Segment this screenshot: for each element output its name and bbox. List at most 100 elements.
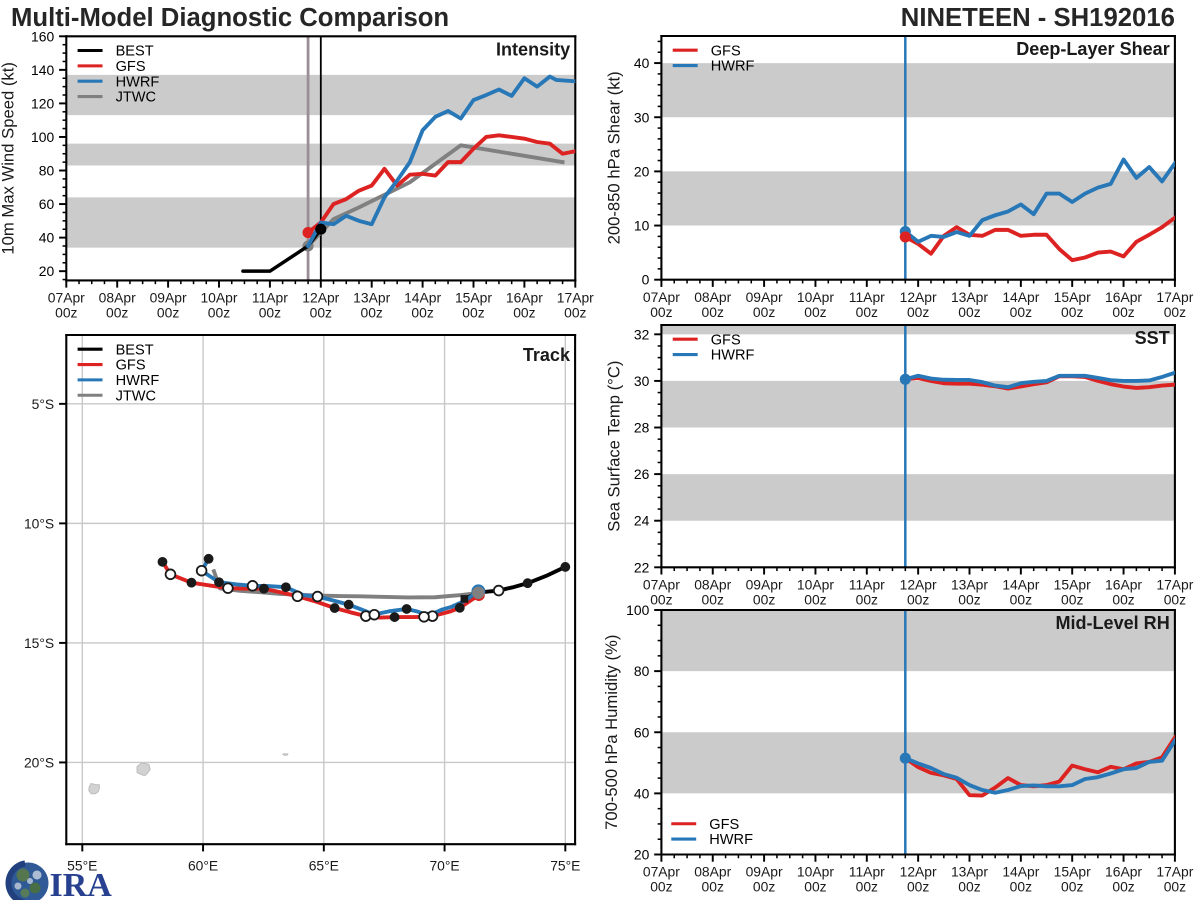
svg-text:100: 100 (626, 602, 649, 618)
svg-text:20°S: 20°S (24, 754, 54, 770)
svg-text:55°E: 55°E (67, 858, 97, 874)
svg-text:GFS: GFS (116, 59, 146, 75)
svg-text:20: 20 (39, 263, 55, 279)
svg-text:14Apr: 14Apr (1002, 864, 1039, 880)
svg-text:60: 60 (634, 724, 650, 740)
svg-text:10Apr: 10Apr (797, 576, 834, 592)
svg-text:00z: 00z (411, 305, 433, 321)
svg-text:10m Max Wind Speed (kt): 10m Max Wind Speed (kt) (0, 62, 18, 255)
svg-text:15Apr: 15Apr (455, 290, 492, 306)
svg-text:Deep-Layer Shear: Deep-Layer Shear (1016, 39, 1169, 59)
svg-text:00z: 00z (753, 879, 775, 895)
svg-text:00z: 00z (564, 305, 586, 321)
svg-text:65°E: 65°E (309, 858, 339, 874)
svg-text:13Apr: 13Apr (951, 576, 988, 592)
svg-text:00z: 00z (650, 304, 672, 320)
svg-text:BEST: BEST (116, 342, 154, 358)
svg-text:00z: 00z (702, 879, 724, 895)
svg-text:SST: SST (1135, 328, 1170, 348)
svg-text:00z: 00z (1061, 879, 1083, 895)
svg-text:15Apr: 15Apr (1054, 864, 1091, 880)
svg-text:00z: 00z (804, 879, 826, 895)
svg-text:75°E: 75°E (550, 858, 580, 874)
svg-text:00z: 00z (361, 305, 383, 321)
svg-text:16Apr: 16Apr (1105, 576, 1142, 592)
svg-text:GFS: GFS (711, 43, 741, 59)
svg-text:13Apr: 13Apr (951, 864, 988, 880)
svg-text:00z: 00z (462, 305, 484, 321)
svg-text:08Apr: 08Apr (99, 290, 136, 306)
svg-text:00z: 00z (856, 879, 878, 895)
svg-text:17Apr: 17Apr (1156, 289, 1193, 305)
svg-text:60°E: 60°E (188, 858, 218, 874)
svg-text:09Apr: 09Apr (746, 576, 783, 592)
svg-text:00z: 00z (513, 305, 535, 321)
svg-text:00z: 00z (106, 305, 128, 321)
svg-text:08Apr: 08Apr (694, 576, 731, 592)
svg-text:08Apr: 08Apr (694, 864, 731, 880)
svg-text:40: 40 (634, 55, 650, 71)
svg-text:00z: 00z (650, 591, 672, 607)
svg-text:00z: 00z (1010, 591, 1032, 607)
svg-text:Multi-Model Diagnostic Compari: Multi-Model Diagnostic Comparison (11, 4, 449, 32)
svg-text:30: 30 (634, 109, 650, 125)
svg-text:15Apr: 15Apr (1054, 289, 1091, 305)
svg-text:09Apr: 09Apr (746, 864, 783, 880)
svg-text:120: 120 (31, 95, 54, 111)
svg-text:20: 20 (634, 163, 650, 179)
svg-text:28: 28 (634, 420, 650, 436)
svg-text:160: 160 (31, 28, 54, 44)
svg-text:00z: 00z (259, 305, 281, 321)
svg-text:11Apr: 11Apr (849, 864, 885, 880)
svg-text:5°S: 5°S (32, 396, 55, 412)
svg-text:00z: 00z (1061, 304, 1083, 320)
svg-text:00z: 00z (702, 304, 724, 320)
svg-text:07Apr: 07Apr (643, 289, 680, 305)
svg-text:80: 80 (634, 663, 650, 679)
svg-text:13Apr: 13Apr (951, 289, 988, 305)
svg-text:20: 20 (634, 847, 650, 863)
svg-text:Mid-Level RH: Mid-Level RH (1055, 613, 1169, 633)
svg-text:13Apr: 13Apr (353, 290, 390, 306)
svg-text:GFS: GFS (116, 358, 146, 374)
svg-text:00z: 00z (310, 305, 332, 321)
svg-text:12Apr: 12Apr (900, 576, 937, 592)
svg-text:14Apr: 14Apr (1002, 576, 1039, 592)
svg-text:Intensity: Intensity (496, 39, 570, 59)
svg-text:00z: 00z (958, 591, 980, 607)
svg-text:14Apr: 14Apr (1002, 289, 1039, 305)
svg-text:09Apr: 09Apr (746, 289, 783, 305)
svg-text:200-850 hPa Shear (kt): 200-850 hPa Shear (kt) (604, 71, 623, 244)
svg-text:60: 60 (39, 196, 55, 212)
svg-text:40: 40 (39, 230, 55, 246)
svg-text:00z: 00z (157, 305, 179, 321)
svg-text:15Apr: 15Apr (1054, 576, 1091, 592)
svg-text:30: 30 (634, 373, 650, 389)
svg-text:HWRF: HWRF (116, 373, 160, 389)
svg-text:JTWC: JTWC (116, 90, 156, 106)
svg-text:00z: 00z (753, 304, 775, 320)
svg-text:00z: 00z (1164, 879, 1186, 895)
svg-text:JTWC: JTWC (116, 388, 156, 404)
svg-text:17Apr: 17Apr (557, 290, 594, 306)
svg-text:24: 24 (634, 513, 650, 529)
svg-text:0: 0 (642, 272, 650, 288)
svg-text:10Apr: 10Apr (797, 289, 834, 305)
svg-text:14Apr: 14Apr (404, 290, 441, 306)
svg-text:26: 26 (634, 466, 650, 482)
svg-text:00z: 00z (1010, 304, 1032, 320)
svg-text:00z: 00z (702, 591, 724, 607)
svg-text:07Apr: 07Apr (643, 576, 680, 592)
svg-text:15°S: 15°S (24, 635, 54, 651)
svg-text:00z: 00z (55, 305, 77, 321)
svg-text:140: 140 (31, 62, 54, 78)
svg-text:07Apr: 07Apr (48, 290, 85, 306)
svg-text:00z: 00z (907, 879, 929, 895)
svg-text:00z: 00z (1112, 304, 1134, 320)
svg-text:00z: 00z (1010, 879, 1032, 895)
svg-text:00z: 00z (1112, 879, 1134, 895)
svg-text:00z: 00z (1164, 591, 1186, 607)
svg-text:HWRF: HWRF (711, 59, 755, 75)
svg-text:11Apr: 11Apr (849, 576, 885, 592)
svg-text:16Apr: 16Apr (506, 290, 543, 306)
